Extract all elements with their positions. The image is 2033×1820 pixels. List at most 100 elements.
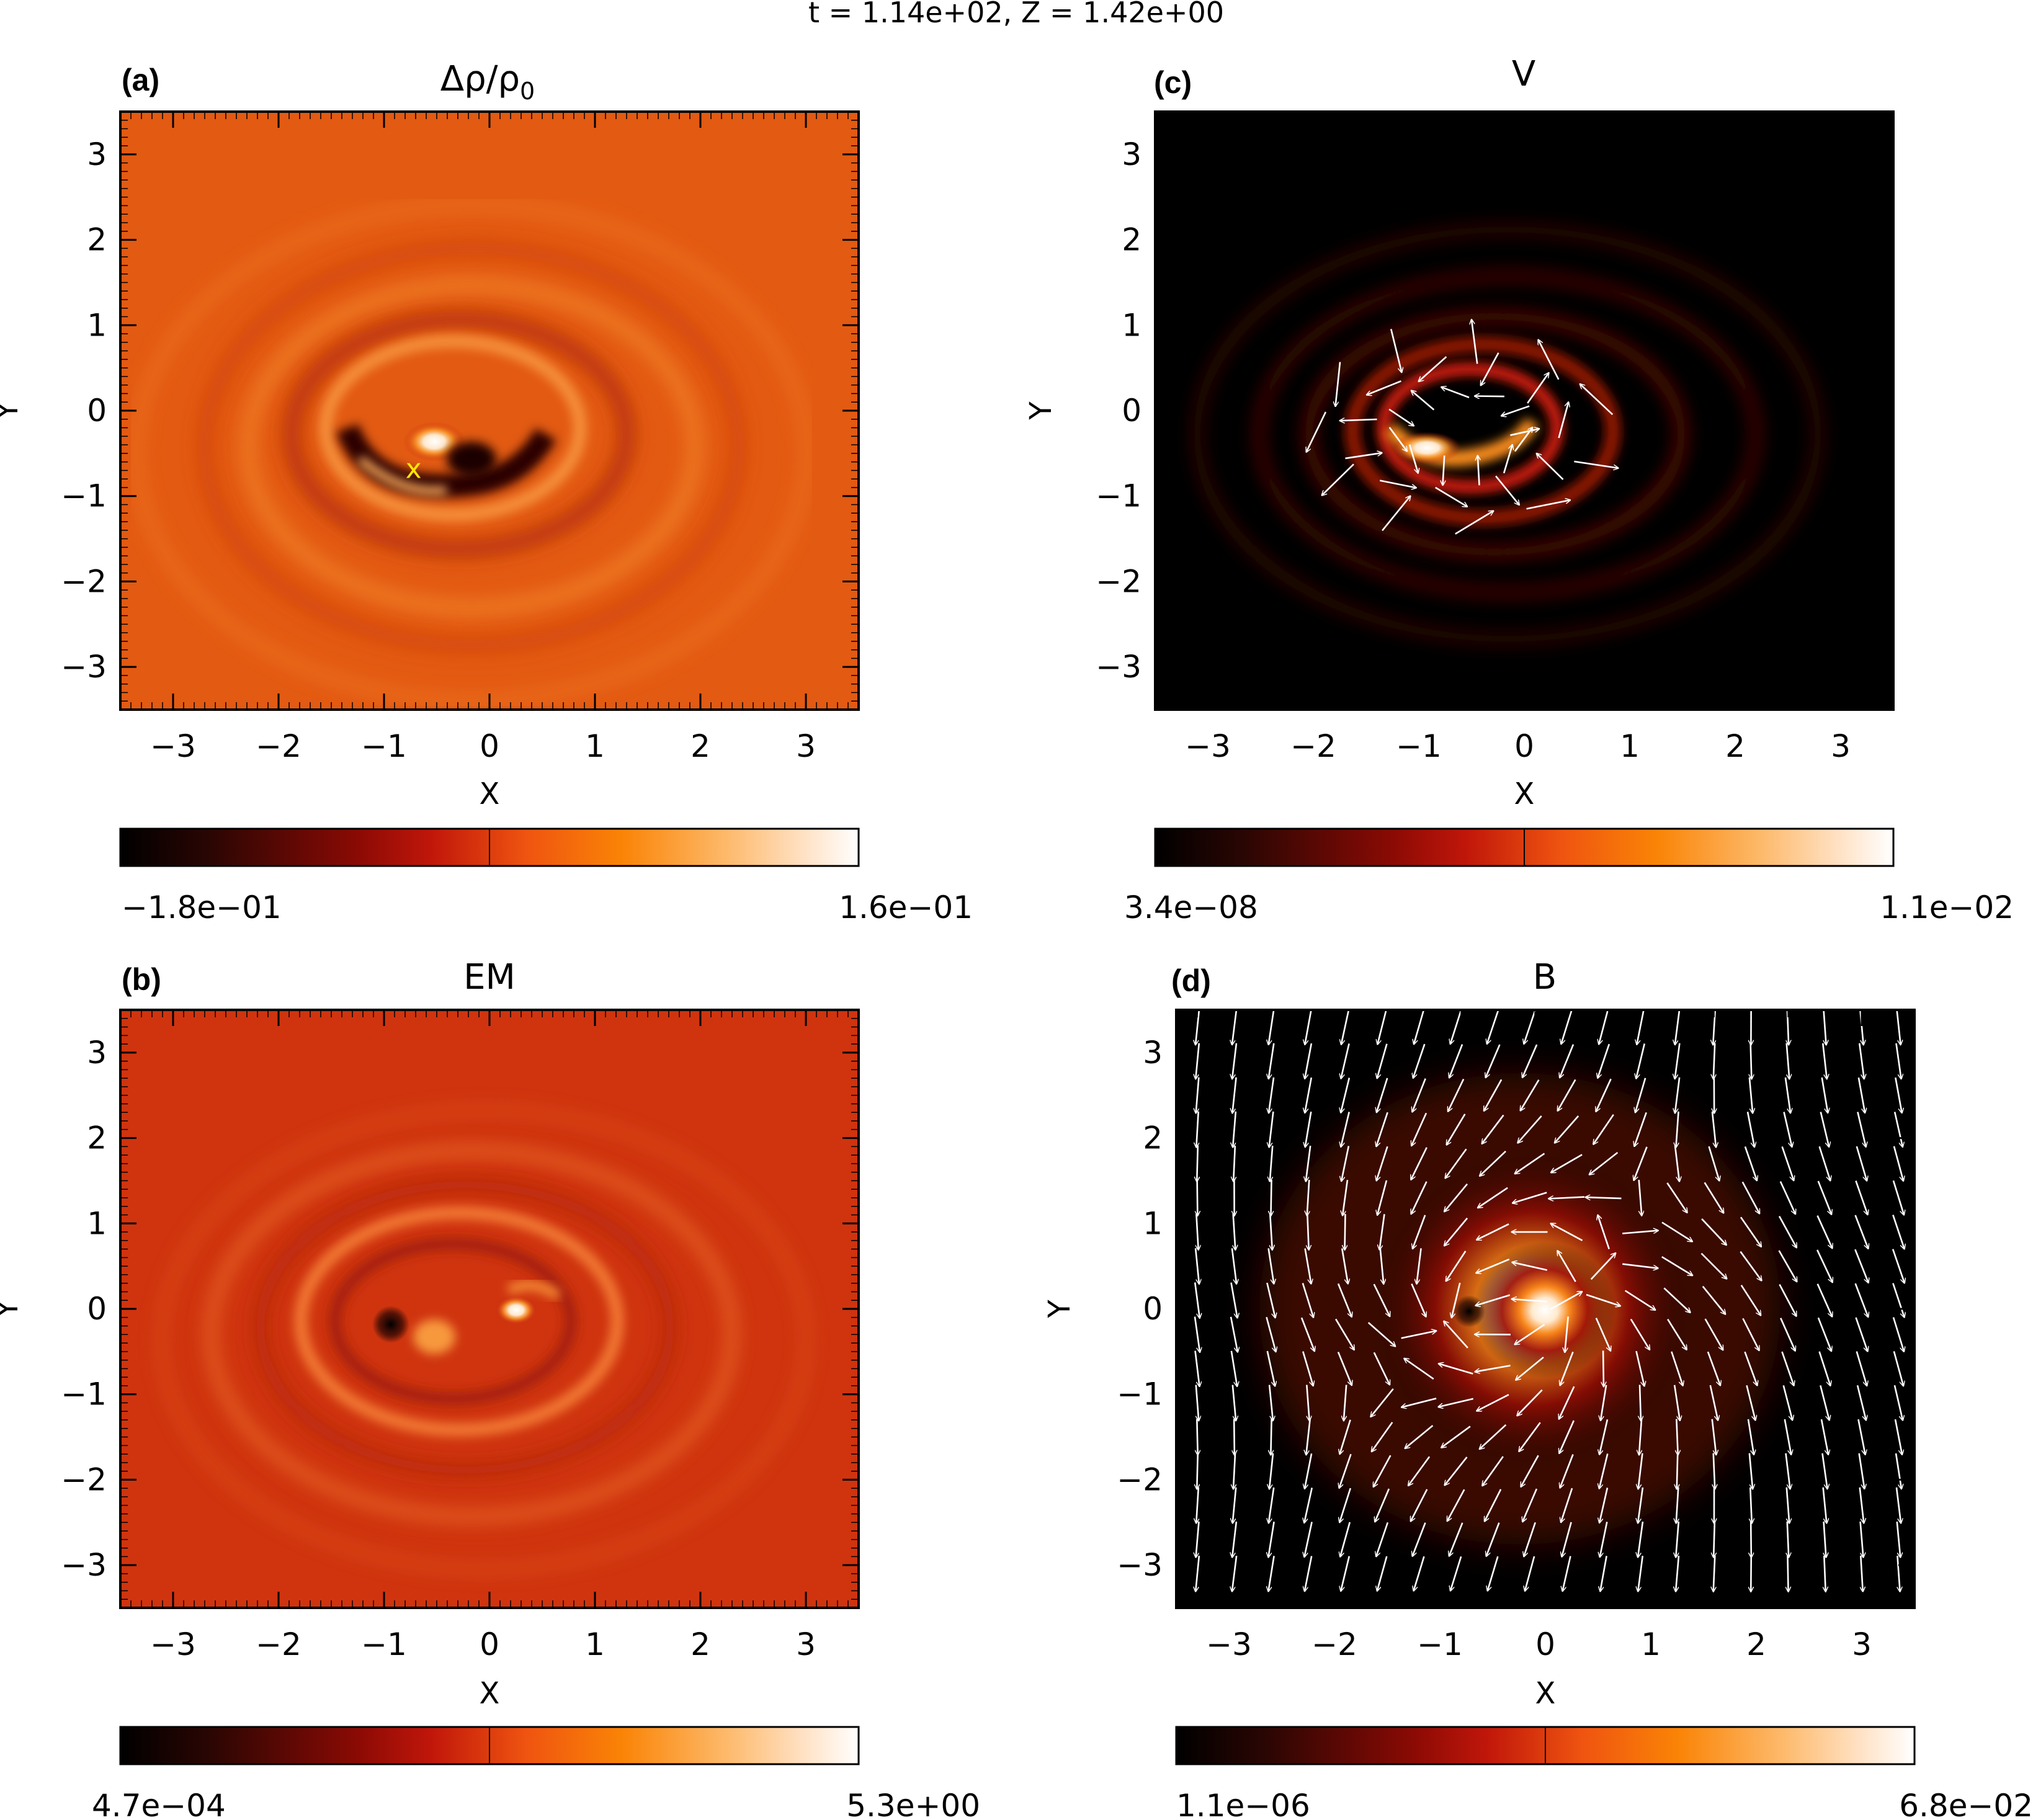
field-arrow bbox=[1232, 1521, 1238, 1558]
velocity-arrow bbox=[1441, 387, 1470, 398]
field-arrow bbox=[1270, 1145, 1274, 1182]
field-arrow bbox=[1341, 1248, 1348, 1284]
field-arrow bbox=[1374, 1455, 1392, 1487]
y-tick-label: −3 bbox=[61, 1547, 107, 1583]
velocity-arrow bbox=[1336, 362, 1341, 407]
x-tick-label: −3 bbox=[150, 728, 196, 764]
field-arrow bbox=[1195, 1043, 1200, 1079]
field-arrow bbox=[1640, 1385, 1641, 1421]
colorbar-max-label: 6.8e−02 bbox=[1899, 1788, 2033, 1820]
field-arrow bbox=[1779, 1283, 1796, 1316]
field-arrow bbox=[1514, 1324, 1545, 1344]
field-arrow bbox=[1622, 1263, 1658, 1269]
field-arrow bbox=[1597, 1215, 1610, 1249]
field-arrow bbox=[1300, 1317, 1315, 1351]
colorbar-min-label: 1.1e−06 bbox=[1176, 1788, 1310, 1820]
field-arrow bbox=[1339, 1488, 1352, 1522]
field-arrow bbox=[1377, 1146, 1388, 1180]
velocity-arrow bbox=[1379, 480, 1416, 488]
x-ticks: −3 −2 −1 0 1 2 3 −3 −2 −1 0 1 2 3 bbox=[1096, 111, 1894, 764]
field-arrow bbox=[1894, 1419, 1902, 1455]
field-arrow bbox=[1856, 1385, 1866, 1420]
field-arrow bbox=[1817, 1317, 1831, 1351]
y-tick-label: 2 bbox=[1143, 1120, 1163, 1156]
field-arrow bbox=[1675, 1009, 1681, 1045]
field-arrow bbox=[1747, 1419, 1754, 1455]
field-arrow bbox=[1748, 1077, 1753, 1113]
velocity-arrow bbox=[1322, 463, 1354, 495]
y-axis-label: Y bbox=[1024, 401, 1058, 421]
field-arrow bbox=[1196, 1521, 1200, 1558]
field-arrow bbox=[1816, 1215, 1833, 1249]
field-arrow bbox=[1558, 1079, 1576, 1111]
field-arrow bbox=[1666, 1182, 1687, 1213]
field-arrow bbox=[1778, 1216, 1797, 1248]
velocity-arrow bbox=[1537, 453, 1564, 480]
field-arrow bbox=[1379, 1248, 1383, 1284]
field-arrow bbox=[1233, 1145, 1235, 1182]
field-arrow bbox=[1892, 1283, 1904, 1318]
field-arrow bbox=[1750, 1487, 1752, 1523]
field-arrow bbox=[1599, 1453, 1609, 1488]
x-ticks: −3 −2 −1 0 1 2 3 −3 −2 −1 0 1 2 3 bbox=[1117, 1009, 1915, 1662]
field-arrow bbox=[1305, 1077, 1313, 1113]
field-arrow bbox=[1781, 1146, 1794, 1180]
panel-label: (b) bbox=[122, 962, 161, 997]
y-tick-label: −1 bbox=[61, 1376, 107, 1412]
field-arrow bbox=[1596, 1078, 1612, 1112]
field-arrow bbox=[1701, 1218, 1727, 1245]
velocity-arrow bbox=[1501, 405, 1530, 416]
field-arrow bbox=[1268, 1385, 1273, 1421]
x-tick-label: 2 bbox=[1725, 728, 1745, 764]
panel-d: (d) B −3 −2 −1 0 1 2 3 −3 −2 −1 0 1 2 3 X Y 1.1e−06 6… bbox=[1042, 957, 2033, 1820]
field-arrow bbox=[1477, 1394, 1509, 1412]
field-arrow bbox=[1377, 1180, 1388, 1215]
field-arrow bbox=[1413, 1522, 1426, 1556]
field-arrow bbox=[1560, 1454, 1574, 1488]
field-arrow bbox=[1414, 1556, 1425, 1590]
velocity-arrow bbox=[1510, 429, 1539, 436]
velocity-arrow bbox=[1390, 329, 1401, 372]
field-arrow bbox=[1482, 1456, 1504, 1486]
field-arrow bbox=[1483, 1489, 1502, 1522]
field-arrow bbox=[1551, 1154, 1583, 1172]
field-arrow bbox=[1893, 1146, 1903, 1181]
velocity-arrow bbox=[1419, 356, 1447, 381]
y-tick-label: −3 bbox=[1117, 1547, 1163, 1583]
field-arrow bbox=[1411, 1181, 1428, 1214]
field-arrow bbox=[1517, 1115, 1542, 1143]
title-main: Δρ/ρ bbox=[440, 59, 520, 99]
field-arrow bbox=[1266, 1350, 1275, 1386]
field-arrow bbox=[1589, 1152, 1619, 1175]
marker-x: x bbox=[406, 453, 422, 485]
field-arrow bbox=[1787, 1009, 1789, 1045]
field-arrow bbox=[1305, 1556, 1313, 1591]
y-tick-label: 0 bbox=[1122, 393, 1142, 429]
field-arrow bbox=[1635, 1077, 1647, 1113]
field-arrow bbox=[1548, 1197, 1585, 1199]
field-arrow bbox=[1714, 1453, 1715, 1489]
x-tick-label: 1 bbox=[585, 1626, 605, 1662]
velocity-arrow bbox=[1503, 445, 1512, 474]
field-arrow bbox=[1595, 1318, 1611, 1351]
field-arrow bbox=[1565, 1316, 1569, 1352]
emission-field bbox=[156, 1105, 811, 1574]
field-arrow bbox=[1194, 1350, 1200, 1387]
velocity-arrow bbox=[1345, 453, 1382, 460]
field-arrow bbox=[1377, 1077, 1388, 1112]
field-arrow bbox=[1488, 1556, 1499, 1591]
field-arrow bbox=[1633, 1146, 1648, 1180]
field-arrow bbox=[1305, 1009, 1312, 1045]
x-tick-label: −3 bbox=[1206, 1626, 1252, 1662]
field-arrow bbox=[1586, 1293, 1620, 1306]
field-arrow bbox=[1561, 1009, 1573, 1044]
field-arrow bbox=[1195, 1385, 1199, 1421]
field-arrow bbox=[1714, 1043, 1715, 1079]
field-arrow bbox=[1702, 1285, 1726, 1314]
y-tick-label: 0 bbox=[87, 393, 107, 429]
field-arrow bbox=[1896, 1009, 1900, 1045]
field-arrow bbox=[1779, 1181, 1795, 1215]
velocity-arrow bbox=[1526, 500, 1571, 510]
field-arrow bbox=[1893, 1351, 1903, 1386]
field-arrow bbox=[1892, 1215, 1904, 1249]
